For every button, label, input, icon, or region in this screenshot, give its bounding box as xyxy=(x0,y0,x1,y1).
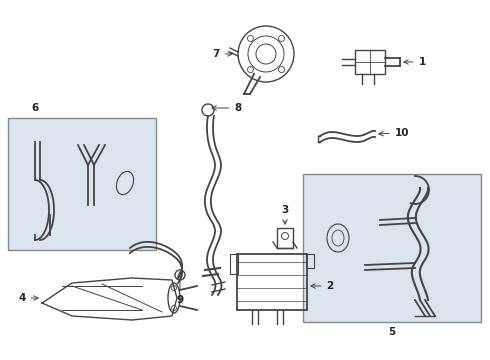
Text: 6: 6 xyxy=(31,103,39,113)
Text: 5: 5 xyxy=(389,327,395,337)
Text: 10: 10 xyxy=(379,128,409,138)
Text: 8: 8 xyxy=(212,103,242,113)
Text: 1: 1 xyxy=(404,57,426,67)
Bar xyxy=(8,118,156,250)
Bar xyxy=(277,228,293,248)
Text: 4: 4 xyxy=(18,293,38,303)
Bar xyxy=(303,174,481,322)
Text: 3: 3 xyxy=(281,205,289,224)
Bar xyxy=(306,254,314,268)
Bar xyxy=(230,254,238,274)
Text: 9: 9 xyxy=(176,272,184,305)
Bar xyxy=(355,50,385,74)
Text: 7: 7 xyxy=(212,49,232,59)
Bar xyxy=(237,254,307,310)
Text: 2: 2 xyxy=(311,281,334,291)
